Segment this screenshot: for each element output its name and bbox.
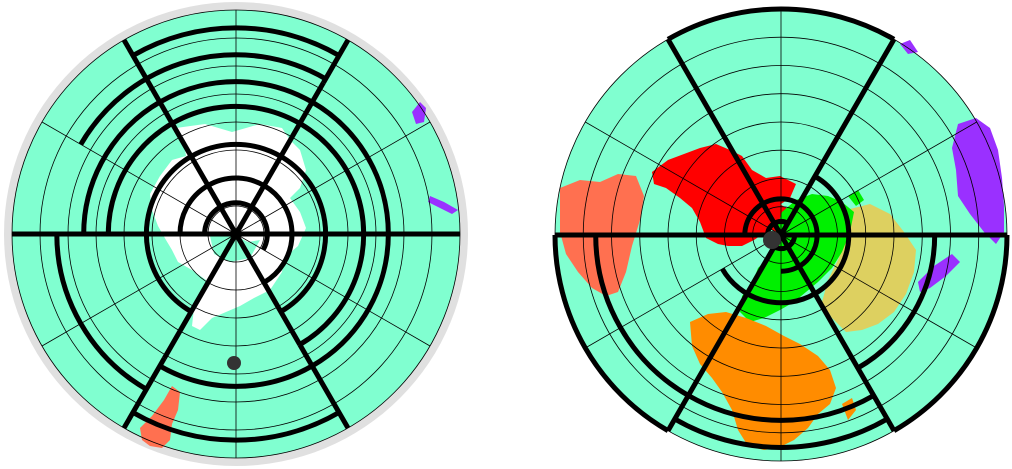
location-marker xyxy=(763,231,781,249)
north-polar-map xyxy=(552,6,1010,462)
graticule-arc xyxy=(202,200,270,251)
graticule-meridian xyxy=(321,38,351,84)
graticule-meridian xyxy=(585,234,782,349)
graticule-meridian xyxy=(41,121,237,235)
graticule-arc xyxy=(78,52,327,146)
thick-graticule xyxy=(552,6,1010,450)
graticule-arc xyxy=(131,25,341,58)
oceania-fragment xyxy=(428,196,458,214)
graticule-arc xyxy=(813,174,852,296)
graticule-arc xyxy=(131,410,341,443)
graticule-arc xyxy=(158,363,314,389)
graticule-arc xyxy=(81,79,391,369)
graticule-arc xyxy=(892,234,1010,433)
graticule-arc xyxy=(856,234,938,371)
oceania xyxy=(952,118,1004,244)
oceania-fragment xyxy=(900,40,918,54)
graticule-meridian xyxy=(233,232,302,346)
graticule-meridian xyxy=(297,343,351,430)
graticule-arc xyxy=(54,233,148,392)
graticule-meridian xyxy=(235,233,431,347)
graticule-arc xyxy=(105,103,367,347)
graticule-arc xyxy=(720,267,817,306)
graticule-meridian xyxy=(235,121,431,235)
oceania-fragment xyxy=(412,102,426,124)
graticule-arc xyxy=(742,196,820,274)
thick-graticule xyxy=(12,25,460,443)
graticule-meridian xyxy=(121,38,239,236)
graticule-arc xyxy=(593,234,875,423)
graticule-meridian xyxy=(162,232,239,360)
graticule-meridian xyxy=(41,233,237,347)
graticule-meridian xyxy=(665,233,784,432)
graticule-arc xyxy=(673,416,889,450)
graticule-arc xyxy=(552,234,670,433)
graticule-meridian xyxy=(121,356,167,430)
graticule-arc xyxy=(177,175,295,285)
south-polar-map xyxy=(4,2,468,466)
south-america-tip xyxy=(140,386,180,448)
graticule-arc xyxy=(666,6,896,42)
graticule-arc xyxy=(143,141,329,314)
location-marker xyxy=(227,356,241,370)
north-america xyxy=(652,144,796,246)
